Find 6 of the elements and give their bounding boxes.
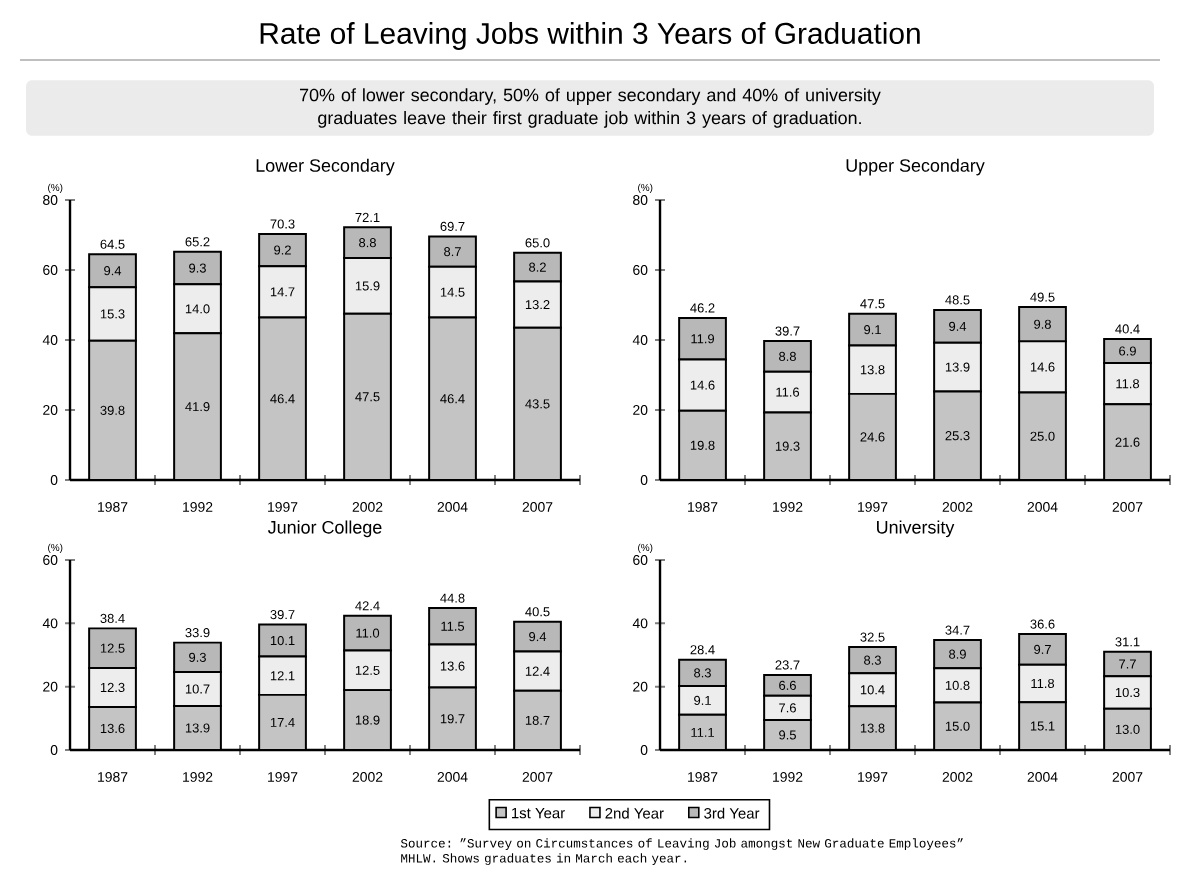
- chart-title: Junior College: [267, 520, 382, 538]
- chart-title: University: [877, 520, 955, 538]
- chart-title: Upper Secondary: [846, 158, 985, 176]
- text: 70% of lower secondary, 50% of upper secondary and 40% of university graduates leave their first graduate job within 3 years of graduation.: [300, 88, 881, 128]
- text: Rate of Leaving Jobs within 3 Years of Graduation: [260, 22, 920, 50]
- chart-title: Lower Secondary: [256, 158, 395, 176]
